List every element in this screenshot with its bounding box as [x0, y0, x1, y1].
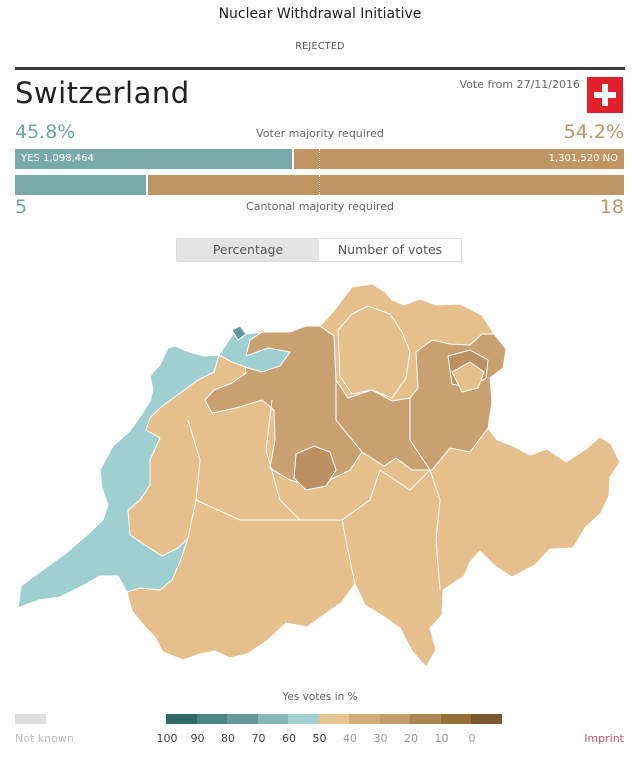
cantonal-majority-line [319, 175, 320, 195]
legend-swatch [318, 714, 349, 724]
initiative-title: Nuclear Withdrawal Initiative [218, 6, 422, 22]
yes-cantons-count: 5 [15, 196, 28, 218]
header-divider [15, 67, 625, 70]
region-yes-west [17, 345, 220, 609]
legend-tick-label: 30 [373, 732, 388, 745]
legend-tick-label: 80 [221, 732, 235, 745]
legend-tick-label: 100 [156, 732, 178, 745]
region-yes-basel-city [231, 325, 247, 341]
yes-cantons-bar [15, 175, 146, 195]
yes-votes-bar: YES 1,098,464 [15, 149, 292, 169]
voter-majority-line [319, 149, 320, 169]
region-no-light-enclave [451, 361, 485, 393]
legend-swatch [166, 714, 197, 724]
no-votes-label: 1,301,520 NO [548, 153, 618, 164]
legend-swatch [379, 714, 410, 724]
not-known-label: Not known [15, 732, 74, 745]
region-no-light-north [337, 305, 411, 399]
switzerland-map [17, 283, 621, 668]
legend-tick-label: 0 [468, 732, 476, 745]
no-cantons-count: 18 [599, 196, 624, 218]
canton-borders [187, 380, 441, 591]
legend-swatch [288, 714, 319, 724]
no-votes-bar: 1,301,520 NO [294, 149, 624, 169]
legend-title: Yes votes in % [282, 691, 358, 703]
legend-swatch [349, 714, 380, 724]
view-toggle: Percentage Number of votes [176, 238, 462, 262]
tab-number-of-votes[interactable]: Number of votes [319, 239, 461, 261]
legend-swatch [471, 714, 502, 724]
legend-swatch [196, 714, 227, 724]
legend-tick-label: 50 [312, 732, 327, 745]
legend-swatch [227, 714, 258, 724]
legend-tick-label: 40 [343, 732, 357, 745]
yes-votes-label: YES 1,098,464 [21, 153, 94, 164]
legend-tick-label: 90 [190, 732, 205, 745]
vote-date: Vote from 27/11/2016 [459, 78, 580, 91]
legend-tick-label: 60 [282, 732, 296, 745]
yes-percentage: 45.8% [15, 121, 76, 143]
legend-tick-label: 70 [251, 732, 266, 745]
region-no-dark [293, 445, 337, 491]
legend-swatch [257, 714, 288, 724]
voter-majority-label: Voter majority required [256, 127, 384, 140]
legend-swatch [410, 714, 441, 724]
tab-percentage[interactable]: Percentage [177, 239, 319, 261]
legend-tick-label: 10 [434, 732, 449, 745]
imprint-link[interactable]: Imprint [584, 732, 624, 745]
legend-tick-label: 20 [404, 732, 418, 745]
region-yes-basel [218, 329, 291, 373]
result-status: REJECTED [295, 41, 345, 52]
not-known-swatch [15, 714, 46, 724]
legend-swatch [440, 714, 471, 724]
country-name: Switzerland [15, 76, 190, 110]
no-percentage: 54.2% [563, 121, 624, 143]
swiss-flag-icon [587, 77, 623, 113]
legend-color-scale [166, 714, 502, 724]
cantonal-majority-label: Cantonal majority required [246, 200, 394, 213]
no-cantons-bar [148, 175, 624, 195]
